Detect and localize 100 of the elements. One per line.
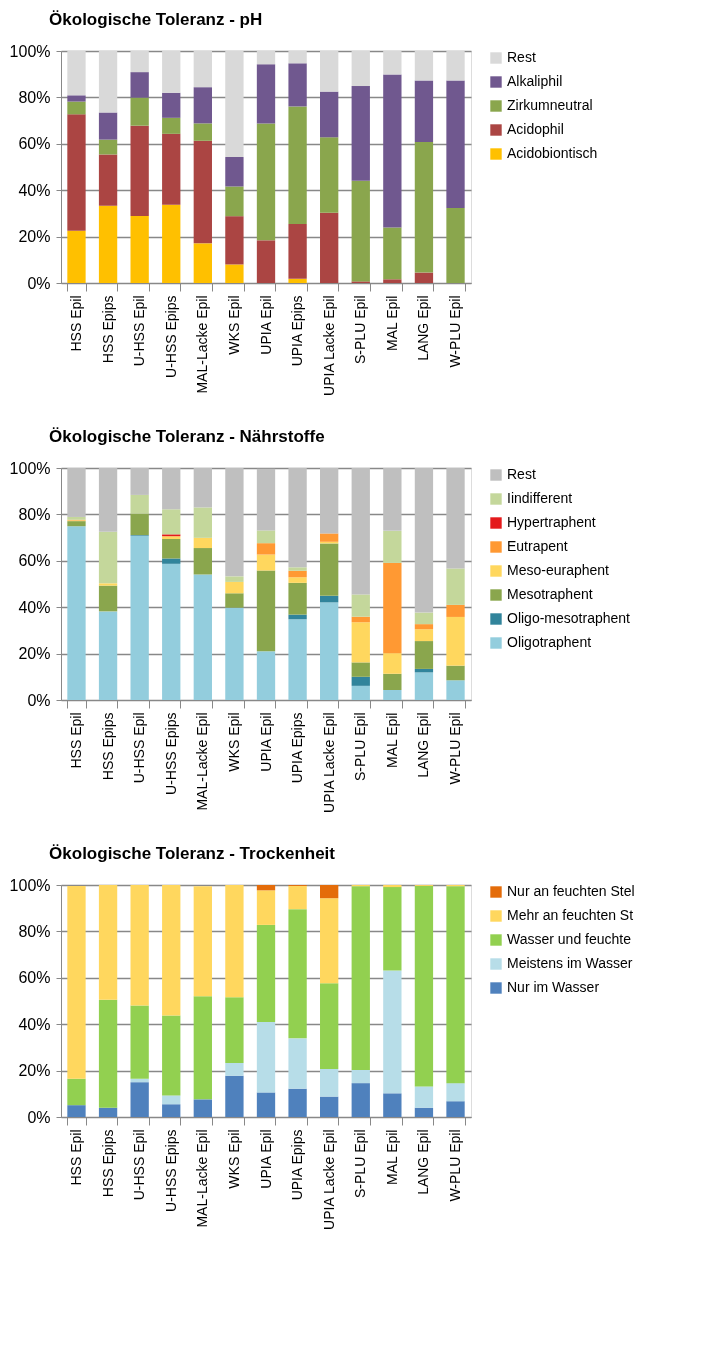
bar [130, 885, 149, 1006]
x-tick-label: MAL-Lacke Epil [194, 1129, 211, 1228]
x-tick-label: MAL-Lacke Epil [194, 295, 211, 394]
bar [98, 205, 118, 283]
bar [320, 543, 339, 596]
x-tick-label: S-PLU Epil [352, 1129, 369, 1198]
bar [256, 123, 276, 241]
y-tick-label: 60% [18, 969, 51, 987]
bar [162, 1104, 181, 1117]
bar [67, 95, 86, 102]
bar [162, 563, 181, 700]
x-tick-label: WKS Epil [225, 712, 242, 772]
bar [288, 278, 307, 283]
bar [256, 468, 276, 531]
bar [67, 101, 86, 115]
legend-label: Oligo-mesotraphent [507, 610, 631, 626]
legend-label: Nur an feuchten Stel [507, 883, 635, 899]
bar [162, 509, 181, 535]
bar [383, 51, 402, 75]
bar [383, 468, 402, 531]
y-tick-label: 40% [18, 598, 51, 616]
legend-label: Wasser und feuchte [507, 931, 632, 947]
bar [193, 123, 212, 141]
bar [446, 468, 465, 569]
x-tick-label: UPIA Lacke Epil [320, 1129, 337, 1230]
bar [256, 530, 276, 544]
x-tick-label: MAL Epil [383, 1129, 400, 1186]
bar [67, 521, 86, 527]
bar [320, 1096, 339, 1117]
x-tick-label: U-HSS Epil [131, 1129, 148, 1201]
bar [414, 141, 434, 273]
x-tick-label: MAL Epil [383, 712, 400, 769]
bar [446, 51, 465, 81]
bar [414, 885, 434, 1087]
bar [383, 673, 402, 691]
bar [162, 538, 181, 559]
bar [351, 1069, 370, 1084]
bar [162, 1095, 181, 1105]
bar [98, 611, 118, 700]
bar [162, 1015, 181, 1096]
bar [98, 154, 118, 206]
y-tick-label: 20% [18, 645, 51, 663]
bar [193, 886, 212, 997]
x-tick-label: HSS Epil [67, 712, 84, 769]
bar [446, 1083, 465, 1102]
bar [162, 92, 181, 118]
bar [98, 585, 118, 612]
bar [130, 97, 149, 126]
bar [98, 583, 118, 586]
bar [414, 612, 434, 625]
bar [256, 1021, 276, 1093]
bar [67, 468, 86, 517]
bar [130, 1005, 149, 1079]
bar [130, 72, 149, 98]
bar [162, 558, 181, 564]
bar [288, 106, 307, 225]
bar [351, 468, 370, 595]
bar [193, 51, 212, 88]
x-tick-label: WKS Epil [225, 295, 242, 355]
x-tick-label: UPIA Lacke Epil [320, 295, 337, 396]
bar [446, 665, 465, 681]
x-tick-label: U-HSS Epips [162, 1129, 179, 1212]
bar [130, 125, 149, 216]
bar [225, 468, 244, 577]
x-tick-label: HSS Epips [99, 295, 116, 364]
bar [383, 653, 402, 674]
bar [414, 80, 434, 142]
bar [320, 51, 339, 92]
bar [193, 507, 212, 538]
legend-label: Mehr an feuchten St [507, 907, 634, 923]
bar [256, 554, 276, 571]
bar [320, 602, 339, 700]
chart-title: Ökologische Toleranz - Trockenheit [49, 844, 336, 863]
bar [225, 576, 244, 582]
bar [98, 468, 118, 532]
y-tick-label: 20% [18, 1062, 51, 1080]
bar [383, 227, 402, 280]
bar [351, 685, 370, 700]
bar [130, 535, 149, 700]
bar [446, 568, 465, 605]
bar [98, 51, 118, 113]
x-tick-label: UPIA Epil [257, 1129, 274, 1189]
bar [98, 885, 118, 1000]
x-tick-label: HSS Epil [67, 295, 84, 352]
legend-label: Alkaliphil [507, 73, 563, 89]
bar [225, 1075, 244, 1117]
x-tick-label: U-HSS Epips [162, 295, 179, 378]
bar [98, 531, 118, 584]
y-tick-label: 100% [9, 459, 51, 477]
bar [288, 577, 307, 583]
bar [162, 204, 181, 283]
legend-label: Acidophil [507, 121, 564, 137]
bar [256, 570, 276, 652]
bar [225, 1062, 244, 1076]
bar [98, 112, 118, 140]
bar [351, 886, 370, 1070]
bar [256, 651, 276, 700]
bar [320, 898, 339, 984]
y-tick-label: 0% [27, 274, 51, 292]
bar [383, 279, 402, 283]
